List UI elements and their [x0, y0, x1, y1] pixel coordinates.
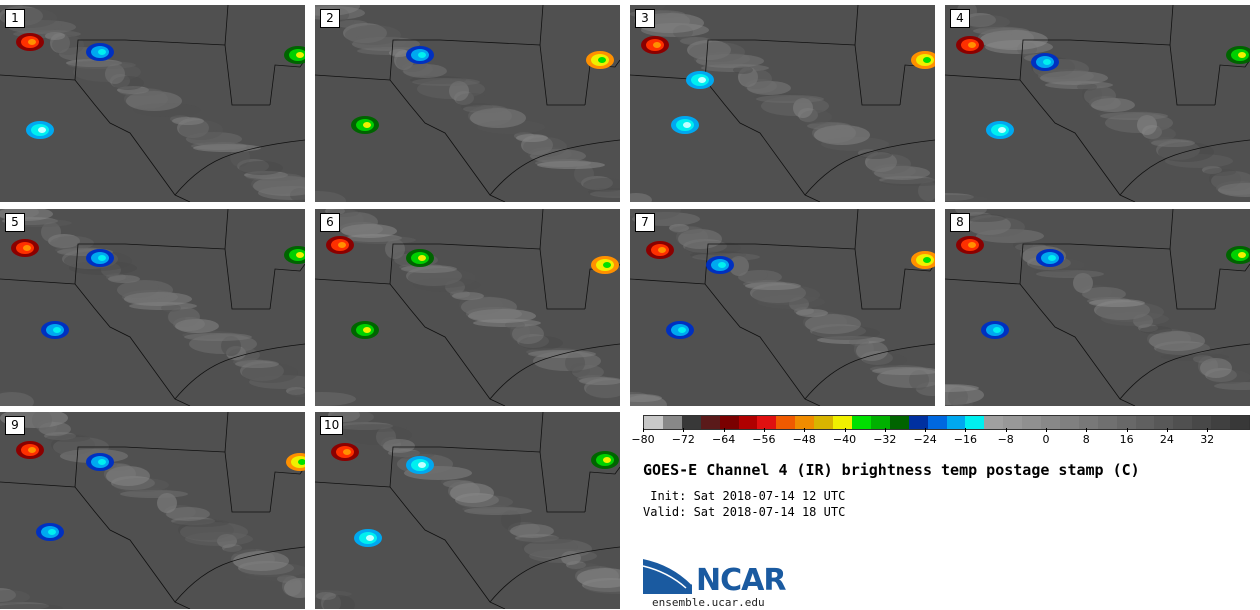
colorbar-swatch: [946, 416, 966, 429]
tick-label: 16: [1119, 433, 1134, 446]
figure-title: GOES-E Channel 4 (IR) brightness temp po…: [643, 461, 1140, 479]
tick-label: 24: [1159, 433, 1174, 446]
ncar-logo-icon: [642, 557, 693, 594]
tick-mark: [965, 428, 967, 432]
colorbar-swatch: [889, 416, 909, 429]
colorbar-swatch: [1211, 416, 1231, 429]
panel-label: 9: [5, 416, 25, 435]
colorbar-swatch: [795, 416, 815, 429]
tick-mark: [884, 428, 886, 432]
colorbar-swatch: [719, 416, 739, 429]
colorbar-swatch: [1230, 416, 1249, 429]
tick-label: −40: [832, 433, 857, 446]
colorbar-swatch: [757, 416, 777, 429]
tick-mark: [763, 428, 765, 432]
colorbar-swatch: [927, 416, 947, 429]
colorbar-swatch: [1003, 416, 1023, 429]
tick-mark: [1086, 428, 1088, 432]
panel-3: 3: [630, 5, 935, 202]
colorbar-swatch: [1078, 416, 1098, 429]
tick-mark: [683, 428, 685, 432]
colorbar-swatch: [1059, 416, 1079, 429]
colorbar-swatch: [1192, 416, 1212, 429]
tick-mark: [643, 428, 644, 432]
panel-label: 8: [950, 213, 970, 232]
panel-5: 5: [0, 209, 305, 406]
tick-label: −8: [997, 433, 1014, 446]
tick-label: 32: [1200, 433, 1215, 446]
tick-mark: [925, 428, 927, 432]
colorbar-swatch: [1154, 416, 1174, 429]
colorbar-swatch: [644, 416, 663, 429]
panel-9: 9: [0, 412, 305, 609]
panel-label: 10: [320, 416, 344, 435]
colorbar-swatch: [776, 416, 796, 429]
tick-mark: [804, 428, 806, 432]
tick-mark: [844, 428, 846, 432]
tick-mark: [1207, 428, 1209, 432]
colorbar-swatch: [984, 416, 1004, 429]
panel-label: 4: [950, 9, 970, 28]
panel-label: 3: [635, 9, 655, 28]
tick-label: −32: [873, 433, 897, 446]
colorbar: [643, 415, 1250, 430]
colorbar-swatch: [1135, 416, 1155, 429]
tick-mark: [1046, 428, 1047, 432]
panel-label: 1: [5, 9, 25, 28]
colorbar-swatch: [1022, 416, 1042, 429]
colorbar-swatch: [851, 416, 871, 429]
tick-mark: [723, 428, 725, 432]
colorbar-swatch: [965, 416, 985, 429]
site-url: ensemble.ucar.edu: [652, 596, 765, 609]
panel-7: 7: [630, 209, 935, 406]
colorbar-swatch: [662, 416, 682, 429]
panel-label: 2: [320, 9, 340, 28]
colorbar-swatch: [814, 416, 834, 429]
panel-1: 1: [0, 5, 305, 202]
tick-label: −72: [671, 433, 695, 446]
tick-mark: [1005, 428, 1007, 432]
tick-mark: [1126, 428, 1128, 432]
panel-4: 4: [945, 5, 1250, 202]
logo-text: NCAR: [696, 563, 786, 598]
tick-mark: [1166, 428, 1168, 432]
colorbar-swatch: [1173, 416, 1193, 429]
panel-10: 10: [315, 412, 620, 609]
colorbar-swatch: [908, 416, 928, 429]
colorbar-swatch: [833, 416, 852, 429]
tick-label: 0: [1042, 433, 1050, 446]
tick-label: −80: [631, 433, 655, 446]
panel-6: 6: [315, 209, 620, 406]
colorbar-swatch: [1097, 416, 1117, 429]
colorbar-swatch: [1041, 416, 1060, 429]
panel-label: 7: [635, 213, 655, 232]
panel-2: 2: [315, 5, 620, 202]
tick-label: −24: [913, 433, 937, 446]
init-time: Init: Sat 2018-07-14 12 UTC: [643, 489, 846, 503]
colorbar-swatch: [700, 416, 720, 429]
tick-label: −64: [711, 433, 736, 446]
tick-label: −16: [953, 433, 977, 446]
panel-8: 8: [945, 209, 1250, 406]
tick-label: −56: [752, 433, 776, 446]
colorbar-swatch: [681, 416, 701, 429]
colorbar-swatch: [870, 416, 890, 429]
tick-label: 8: [1082, 433, 1090, 446]
colorbar-swatch: [1116, 416, 1136, 429]
colorbar-swatch: [738, 416, 758, 429]
panel-label: 5: [5, 213, 25, 232]
panel-label: 6: [320, 213, 340, 232]
valid-time: Valid: Sat 2018-07-14 18 UTC: [643, 505, 846, 519]
tick-label: −48: [792, 433, 816, 446]
